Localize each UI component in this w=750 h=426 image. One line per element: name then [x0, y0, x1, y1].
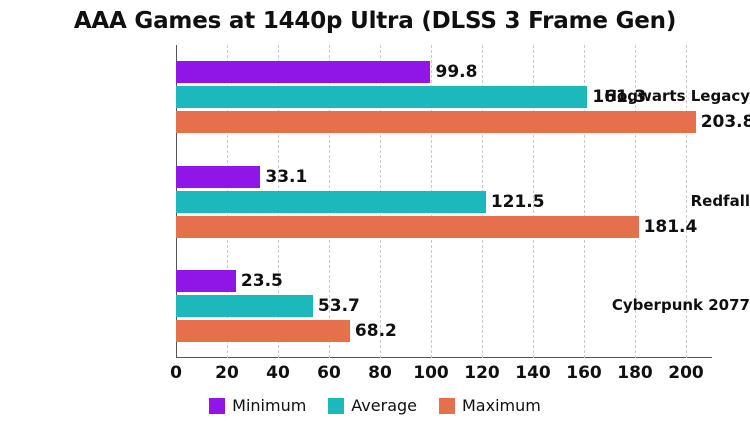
bar-value-label: 53.7	[317, 295, 360, 316]
legend-item[interactable]: Maximum	[439, 396, 541, 415]
x-tick-label: 200	[668, 363, 704, 383]
bar-value-label: 33.1	[265, 166, 308, 187]
bar-value-label: 161.3	[592, 87, 647, 108]
x-tick-label: 180	[617, 363, 653, 383]
x-tick-label: 80	[368, 363, 392, 383]
bar[interactable]	[176, 269, 236, 292]
bar[interactable]	[176, 86, 588, 109]
chart-title: AAA Games at 1440p Ultra (DLSS 3 Frame G…	[73, 8, 677, 34]
legend-item[interactable]: Minimum	[209, 396, 306, 415]
x-tick-label: 120	[464, 363, 500, 383]
bar-value-label: 99.8	[435, 62, 478, 83]
bar[interactable]	[176, 294, 313, 317]
category-label: Hogwarts Legacy	[604, 87, 750, 106]
legend-swatch-icon	[328, 397, 345, 414]
bar-value-label: 68.2	[354, 320, 397, 341]
x-axis-line	[176, 357, 712, 358]
legend-label: Average	[351, 396, 417, 415]
bar[interactable]	[176, 111, 696, 134]
bar[interactable]	[176, 190, 486, 213]
legend-swatch-icon	[439, 397, 455, 414]
x-tick-label: 20	[215, 363, 239, 383]
bar[interactable]	[176, 319, 350, 342]
bar-value-label: 181.4	[643, 216, 698, 237]
bar[interactable]	[176, 165, 261, 188]
legend-label: Maximum	[462, 396, 541, 415]
bar[interactable]	[176, 61, 431, 84]
chart-legend: Minimum Average Maximum	[0, 396, 750, 415]
category-label: Redfall	[690, 191, 750, 210]
bars-layer: 99.8 161.3 203.8 33.1 121.5 181.4 23.5 53.7 68.2	[176, 45, 750, 358]
x-tick-label: 0	[170, 363, 182, 383]
x-tick-label: 100	[413, 363, 449, 383]
bar-value-label: 203.8	[700, 112, 750, 133]
x-tick-label: 160	[566, 363, 602, 383]
legend-item[interactable]: Average	[328, 396, 417, 415]
x-tick-label: 60	[317, 363, 341, 383]
x-tick-label: 40	[266, 363, 290, 383]
legend-swatch-icon	[209, 397, 226, 414]
bar[interactable]	[176, 215, 639, 238]
bar-value-label: 23.5	[240, 270, 283, 291]
x-tick-label: 140	[515, 363, 551, 383]
category-label: Cyberpunk 2077	[611, 295, 750, 314]
legend-label: Minimum	[232, 396, 307, 415]
bar-value-label: 121.5	[490, 191, 545, 212]
plot-area: 99.8 161.3 203.8 33.1 121.5 181.4 23.5 53.7 68.2	[176, 45, 750, 358]
